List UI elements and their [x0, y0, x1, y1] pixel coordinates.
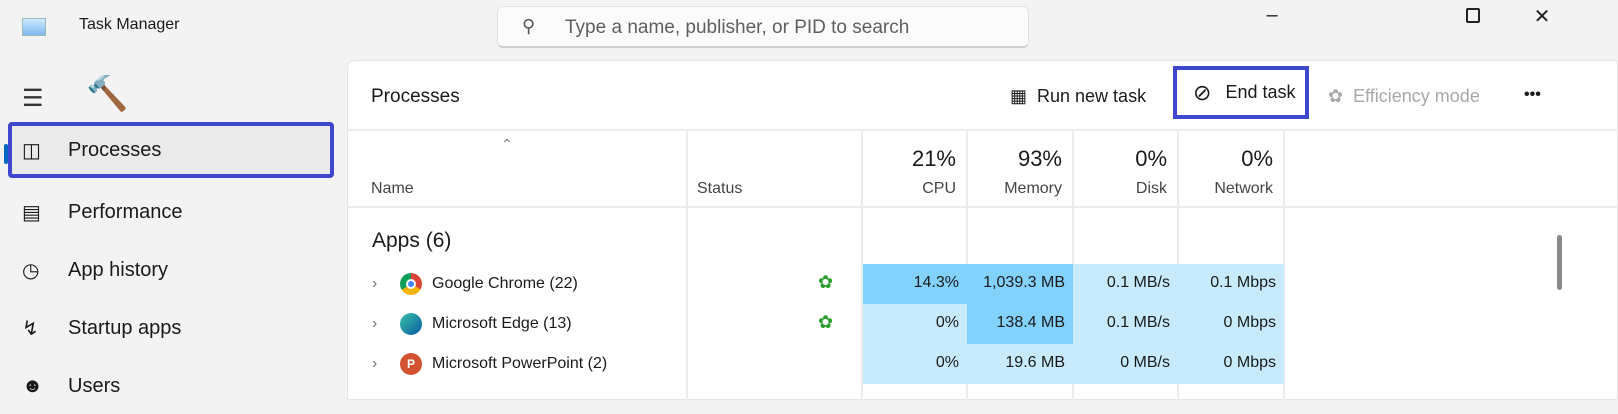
chevron-right-icon[interactable]: › — [372, 315, 378, 332]
sort-ascending-icon[interactable]: ⌃ — [501, 136, 513, 152]
memory-cell: 138.4 MB — [967, 304, 1073, 344]
sidebar-item-performance[interactable]: ▤ Performance — [8, 184, 334, 240]
hammer-icon: 🔨 — [86, 75, 129, 113]
end-task-button[interactable]: ⊘ End task — [1173, 66, 1309, 119]
sidebar-item-processes[interactable]: ◫ Processes — [8, 122, 334, 178]
table-row[interactable]: › P Microsoft PowerPoint (2) — [372, 344, 607, 384]
header-divider — [347, 129, 1618, 131]
end-task-icon: ⊘ — [1193, 79, 1212, 105]
network-total: 0% — [1241, 146, 1273, 171]
column-header-status[interactable]: Status — [697, 180, 743, 197]
network-cell: 0 Mbps — [1178, 304, 1284, 344]
memory-cell: 1,039.3 MB — [967, 264, 1073, 304]
sidebar-item-app-history[interactable]: ◷ App history — [8, 242, 334, 298]
table-row[interactable]: › Google Chrome (22) — [372, 264, 578, 304]
column-header-cpu[interactable]: CPU — [922, 180, 956, 197]
column-header-network[interactable]: Network — [1214, 180, 1273, 197]
disk-cell: 0.1 MB/s — [1073, 304, 1178, 344]
efficiency-leaf-icon: ✿ — [818, 312, 834, 332]
column-header-memory[interactable]: Memory — [1004, 180, 1062, 197]
disk-total: 0% — [1135, 146, 1167, 171]
cpu-cell: 0% — [863, 344, 967, 384]
performance-icon: ▤ — [22, 201, 41, 224]
page-title: Processes — [371, 86, 460, 107]
efficiency-mode-button[interactable]: ✿ Efficiency mode — [1328, 86, 1480, 106]
column-header-disk[interactable]: Disk — [1135, 180, 1167, 197]
header-divider — [347, 206, 1618, 208]
users-icon: ☻ — [22, 374, 44, 397]
history-icon: ◷ — [22, 259, 40, 282]
selected-indicator — [4, 144, 8, 164]
more-options-button[interactable]: ••• — [1524, 86, 1541, 103]
column-divider — [1283, 130, 1285, 400]
disk-cell: 0.1 MB/s — [1073, 264, 1178, 304]
search-input[interactable]: ⚲ Type a name, publisher, or PID to sear… — [497, 6, 1029, 48]
maximize-button[interactable] — [1458, 4, 1488, 28]
column-divider — [686, 130, 688, 400]
sidebar-item-startup-apps[interactable]: ↯ Startup apps — [8, 300, 334, 356]
hamburger-menu-icon[interactable]: ☰ — [22, 85, 44, 112]
processes-icon: ◫ — [22, 139, 41, 162]
sidebar-item-users[interactable]: ☻ Users — [8, 358, 334, 414]
chevron-right-icon[interactable]: › — [372, 355, 378, 372]
memory-cell: 19.6 MB — [967, 344, 1073, 384]
chevron-right-icon[interactable]: › — [372, 275, 378, 292]
heat-cells: 14.3% 1,039.3 MB 0.1 MB/s 0.1 Mbps 0% 138.4 … — [863, 264, 1284, 384]
network-cell: 0.1 Mbps — [1178, 264, 1284, 304]
powerpoint-icon: P — [400, 353, 422, 375]
run-task-icon: ▦ — [1010, 86, 1028, 106]
leaf-icon: ✿ — [1328, 86, 1344, 106]
cpu-cell: 14.3% — [863, 264, 967, 304]
column-header-name[interactable]: Name — [371, 180, 414, 197]
run-new-task-button[interactable]: ▦ Run new task — [1010, 86, 1147, 106]
cpu-cell: 0% — [863, 304, 967, 344]
edge-icon — [400, 313, 422, 335]
startup-icon: ↯ — [22, 317, 39, 340]
efficiency-leaf-icon: ✿ — [818, 272, 834, 292]
close-button[interactable]: ✕ — [1533, 6, 1551, 28]
table-row[interactable]: › Microsoft Edge (13) — [372, 304, 572, 344]
scrollbar-thumb[interactable] — [1557, 235, 1562, 290]
group-header-apps: Apps (6) — [372, 229, 452, 252]
chrome-icon — [400, 273, 422, 295]
app-logo-icon — [22, 18, 46, 36]
column-divider — [861, 130, 863, 400]
disk-cell: 0 MB/s — [1073, 344, 1178, 384]
search-icon: ⚲ — [522, 16, 536, 36]
cpu-total: 21% — [911, 146, 956, 171]
memory-total: 93% — [1017, 146, 1062, 171]
window-title: Task Manager — [79, 16, 180, 33]
minimize-button[interactable]: – — [1266, 4, 1278, 26]
network-cell: 0 Mbps — [1178, 344, 1284, 384]
